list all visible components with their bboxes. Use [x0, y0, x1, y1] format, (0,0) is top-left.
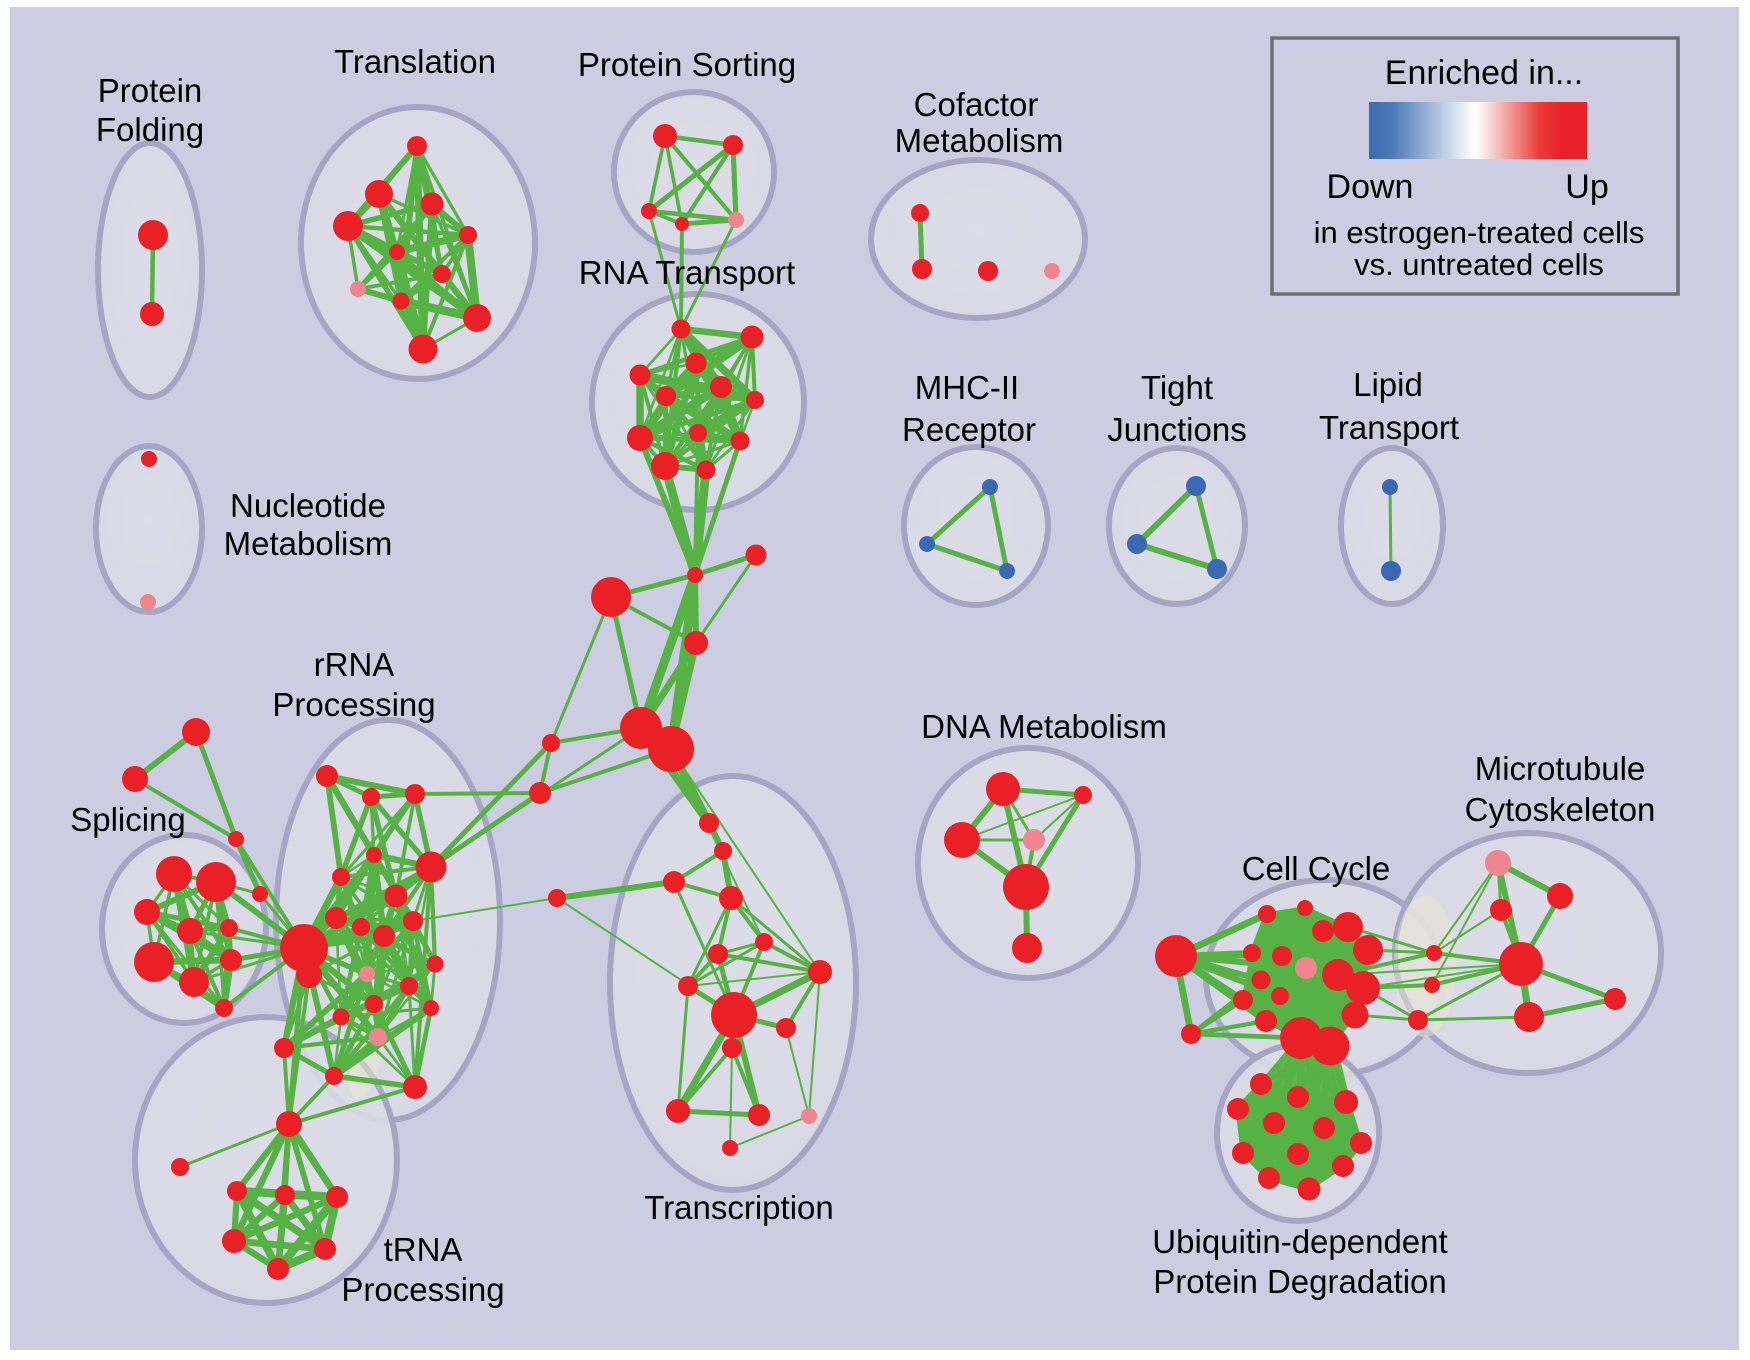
svg-text:Microtubule: Microtubule [1475, 750, 1646, 787]
svg-text:Folding: Folding [96, 111, 204, 148]
svg-text:Cytoskeleton: Cytoskeleton [1465, 791, 1656, 828]
svg-text:Enriched in...: Enriched in... [1385, 54, 1583, 92]
svg-text:Metabolism: Metabolism [224, 525, 393, 562]
svg-text:Processing: Processing [272, 686, 435, 723]
svg-text:Receptor: Receptor [902, 411, 1036, 448]
svg-text:Splicing: Splicing [70, 801, 186, 838]
svg-text:vs. untreated cells: vs. untreated cells [1354, 247, 1604, 282]
svg-text:Up: Up [1565, 168, 1608, 206]
svg-text:Down: Down [1327, 168, 1414, 206]
svg-text:Nucleotide: Nucleotide [230, 487, 386, 524]
svg-text:Protein Degradation: Protein Degradation [1153, 1263, 1447, 1300]
svg-text:Cell Cycle: Cell Cycle [1242, 850, 1391, 887]
svg-text:Protein Sorting: Protein Sorting [578, 46, 796, 83]
svg-text:Junctions: Junctions [1107, 411, 1246, 448]
svg-text:DNA Metabolism: DNA Metabolism [921, 708, 1167, 745]
svg-text:Ubiquitin-dependent: Ubiquitin-dependent [1152, 1223, 1447, 1260]
svg-text:rRNA: rRNA [314, 646, 395, 683]
svg-text:tRNA: tRNA [384, 1231, 463, 1268]
svg-text:Metabolism: Metabolism [895, 122, 1064, 159]
svg-text:Lipid: Lipid [1353, 366, 1423, 403]
svg-text:Cofactor: Cofactor [914, 86, 1039, 123]
svg-text:in estrogen-treated cells: in estrogen-treated cells [1314, 215, 1645, 250]
svg-text:Translation: Translation [334, 43, 496, 80]
svg-text:MHC-II: MHC-II [915, 369, 1019, 406]
svg-text:Transcription: Transcription [644, 1189, 834, 1226]
svg-text:Tight: Tight [1141, 369, 1213, 406]
svg-text:Processing: Processing [341, 1271, 504, 1308]
svg-text:RNA Transport: RNA Transport [579, 254, 795, 291]
svg-text:Protein: Protein [98, 72, 203, 109]
svg-text:Transport: Transport [1319, 409, 1459, 446]
